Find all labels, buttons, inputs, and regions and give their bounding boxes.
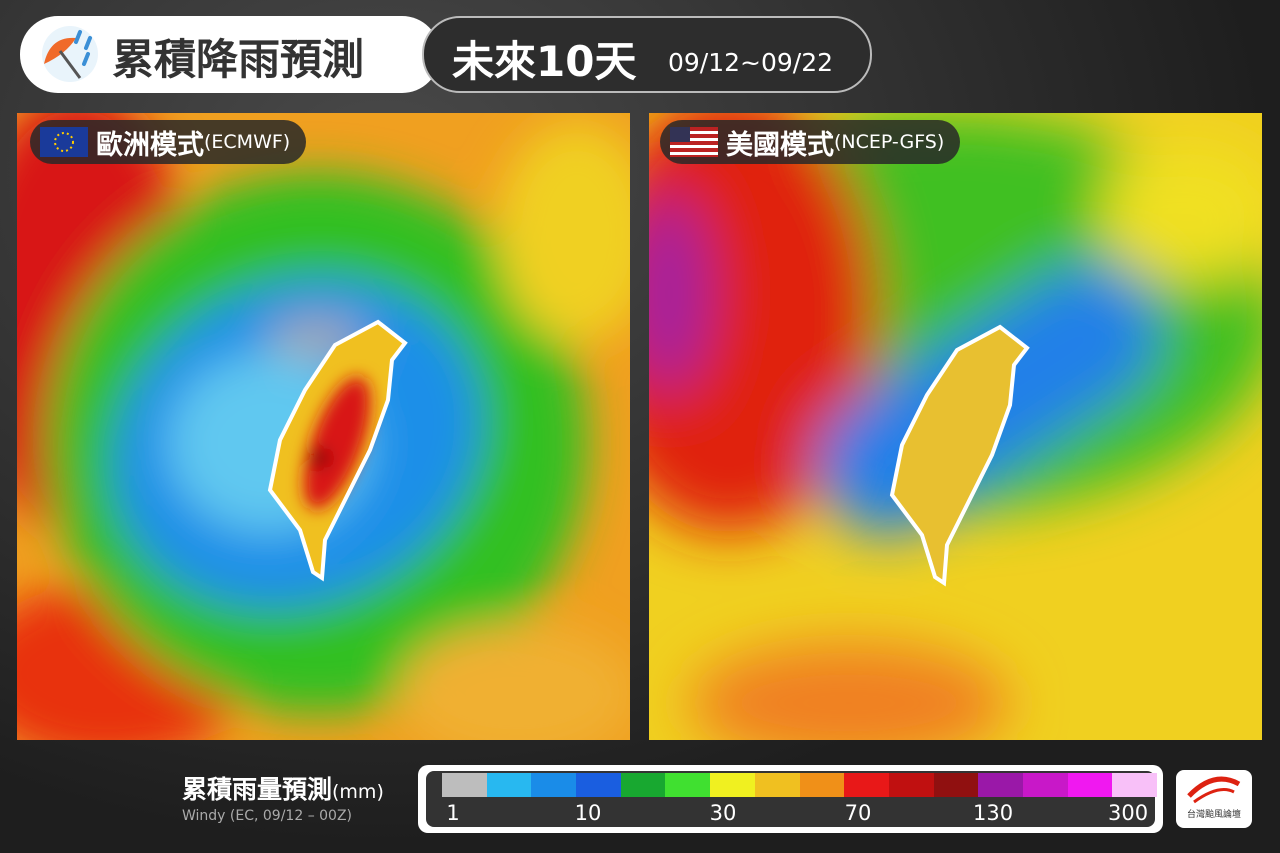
color-swatch (442, 773, 487, 797)
panel-name: 歐洲模式 (96, 129, 204, 161)
title-pill: 累積降雨預測 (20, 16, 440, 93)
dates: 09/12~09/22 (668, 48, 834, 77)
gfs-tag: 美國模式 (NCEP-GFS) (660, 120, 961, 164)
color-swatch (1022, 773, 1068, 797)
color-swatch (799, 773, 845, 797)
color-swatch (754, 773, 800, 797)
color-swatch (486, 773, 532, 797)
color-swatch (620, 773, 666, 797)
title: 累積降雨預測 (112, 35, 365, 84)
legend-tick: 30 (709, 801, 737, 825)
color-swatch (1112, 773, 1157, 797)
legend-title: 累積雨量預測 (182, 775, 333, 804)
legend-heading: 累積雨量預測(mm) (182, 770, 384, 806)
legend-box: 1 10 30 70 130 300 (418, 765, 1163, 833)
color-swatch (933, 773, 979, 797)
color-swatch (844, 773, 889, 797)
legend-tick: 130 (973, 801, 1014, 825)
period: 未來10天 (452, 37, 637, 86)
color-swatch (978, 773, 1023, 797)
logo: 台灣颱風論壇 (1176, 770, 1252, 828)
color-swatch (576, 773, 621, 797)
color-swatch (665, 773, 711, 797)
panel-model: (ECMWF) (204, 131, 291, 153)
color-swatch (710, 773, 755, 797)
gfs-map (649, 113, 1262, 740)
panel-model: (NCEP-GFS) (834, 131, 945, 153)
colorbar (442, 773, 1157, 797)
period-pill: 未來10天 09/12~09/22 (422, 16, 872, 93)
us-flag (670, 127, 718, 157)
legend-tick: 70 (844, 801, 872, 825)
ecmwf-tag: 歐洲模式 (ECMWF) (30, 120, 307, 164)
eu-flag (40, 127, 88, 157)
umbrella-icon (42, 26, 98, 82)
color-swatch (888, 773, 934, 797)
legend-tick: 10 (574, 801, 602, 825)
color-swatch (531, 773, 577, 797)
logo-mark (1187, 776, 1241, 804)
ecmwf-map (17, 113, 630, 740)
panel-name: 美國模式 (726, 129, 834, 161)
legend-tick: 300 (1108, 801, 1149, 825)
logo-text: 台灣颱風論壇 (1186, 810, 1241, 820)
legend-unit: (mm) (332, 781, 384, 803)
legend-tick: 1 (446, 801, 460, 825)
color-swatch (1067, 773, 1113, 797)
legend-source: Windy (EC, 09/12 – 00Z) (182, 808, 353, 824)
